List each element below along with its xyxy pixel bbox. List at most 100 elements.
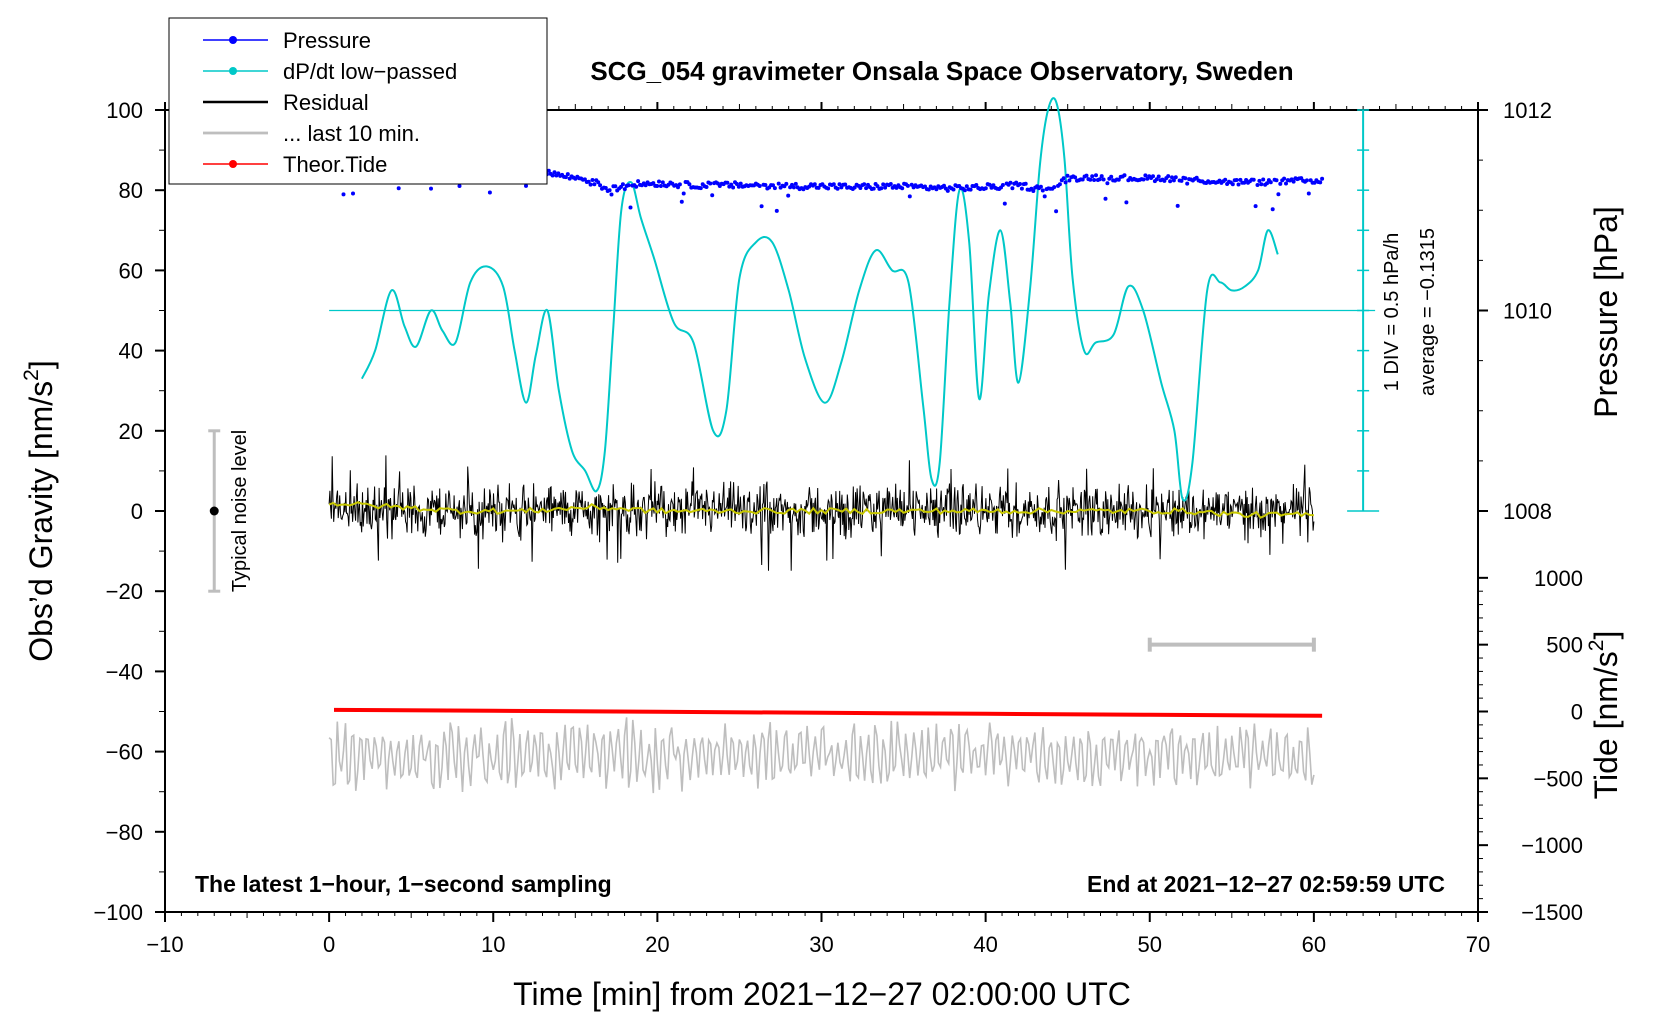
x-tick-label: 30 xyxy=(809,932,833,957)
noise-level-label: Typical noise level xyxy=(229,430,251,592)
pressure-point xyxy=(1151,174,1155,179)
pressure-point xyxy=(1038,184,1043,189)
pressure-point xyxy=(1057,182,1062,187)
pressure-point xyxy=(1156,174,1161,179)
pressure-point xyxy=(951,187,956,192)
pressure-point xyxy=(888,182,893,186)
pressure-point xyxy=(1122,173,1127,178)
pressure-point xyxy=(1061,176,1066,181)
pressure-point xyxy=(771,183,775,188)
pressure-point xyxy=(657,179,661,184)
y-tick-label: 0 xyxy=(131,499,143,524)
y-axis-title-tide-main: Tide [nm/s xyxy=(1588,651,1624,799)
pressure-point xyxy=(1065,173,1070,178)
pressure-point xyxy=(1278,181,1283,186)
pressure-point xyxy=(655,184,660,188)
pressure-point xyxy=(590,178,595,182)
pressure-point xyxy=(1257,178,1262,183)
pressure-point xyxy=(1031,189,1036,193)
pressure-point xyxy=(1259,182,1264,187)
last-10-min-line xyxy=(328,717,1315,794)
pressure-point xyxy=(708,181,713,186)
pressure-point xyxy=(607,188,612,193)
pressure-point xyxy=(862,182,867,187)
pressure-point xyxy=(934,187,939,192)
pressure-point xyxy=(793,181,798,186)
pressure-point xyxy=(550,173,555,178)
pressure-point xyxy=(900,186,905,191)
pressure-point xyxy=(871,186,876,191)
pressure-point xyxy=(983,186,988,191)
tide-tick-label: 1000 xyxy=(1534,566,1583,591)
pressure-point xyxy=(598,183,603,188)
chart-title: SCG_054 gravimeter Onsala Space Observat… xyxy=(590,56,1293,86)
axis-ticks: −10 0 10 20 30 40 50 60 70100806040200−20−40−60−… xyxy=(93,98,1583,957)
legend-label: Theor.Tide xyxy=(283,152,387,177)
y-axis-title-tide: Tide [nm/s2] xyxy=(1585,631,1624,800)
pressure-point xyxy=(1185,181,1190,186)
pressure-point xyxy=(1175,203,1180,208)
pressure-point xyxy=(1304,178,1309,183)
pressure-point xyxy=(962,188,967,193)
pressure-point xyxy=(1023,181,1028,186)
annotations-layer xyxy=(208,109,1380,652)
legend-marker xyxy=(229,67,237,75)
pressure-point xyxy=(613,184,618,189)
pressure-point xyxy=(1282,176,1287,181)
pressure-point xyxy=(487,190,492,195)
pressure-tick-label: 1008 xyxy=(1503,499,1552,524)
tide-tick-label: −1000 xyxy=(1521,833,1583,858)
y-tick-label: −80 xyxy=(106,820,143,845)
pressure-point xyxy=(1010,186,1015,191)
pressure-point xyxy=(1141,177,1146,182)
pressure-point xyxy=(826,186,831,191)
x-tick-label: −10 xyxy=(146,932,183,957)
pressure-point xyxy=(1105,181,1110,186)
pressure-point xyxy=(1179,178,1184,183)
pressure-point xyxy=(812,182,817,187)
pressure-point xyxy=(731,185,736,190)
pressure-point xyxy=(676,185,680,190)
pressure-point xyxy=(429,186,433,191)
pressure-point xyxy=(1088,177,1093,182)
pressure-point xyxy=(351,191,355,196)
pressure-point xyxy=(457,184,462,188)
pressure-point xyxy=(1253,204,1258,209)
dpdt-scale-label: 1 DIV = 0.5 hPa/h xyxy=(1381,233,1403,391)
pressure-point xyxy=(1073,175,1078,180)
pressure-point xyxy=(1080,177,1085,182)
legend-label: Residual xyxy=(283,90,369,115)
pressure-point xyxy=(945,188,950,193)
pressure-point xyxy=(907,194,912,199)
x-tick-label: 10 xyxy=(481,932,505,957)
tide-tick-label: −1500 xyxy=(1521,900,1583,925)
dpdt-curve xyxy=(360,97,1279,502)
pressure-point xyxy=(596,180,601,185)
pressure-point xyxy=(660,180,665,185)
tide-tick-label: −500 xyxy=(1533,766,1583,791)
legend-marker xyxy=(229,36,237,44)
pressure-point xyxy=(1002,201,1007,206)
pressure-point xyxy=(592,182,597,187)
legend-items: Pressure dP/dt low−passed Residual ... last… xyxy=(203,28,457,177)
pressure-point xyxy=(1124,200,1129,205)
x-tick-label: 20 xyxy=(645,932,669,957)
pressure-point xyxy=(1171,178,1176,183)
pressure-point xyxy=(1236,182,1241,187)
pressure-point xyxy=(1268,180,1273,185)
legend-label: ... last 10 min. xyxy=(283,121,420,146)
pressure-point xyxy=(1000,183,1005,187)
pressure-point xyxy=(679,199,684,204)
pressure-point xyxy=(609,192,614,197)
pressure-tick-label: 1012 xyxy=(1503,98,1552,123)
y-axis-title-gravity-main: Obs’d Gravity [nm/s xyxy=(23,381,59,662)
pressure-point xyxy=(1042,194,1047,199)
pressure-point xyxy=(774,208,779,213)
pressure-point xyxy=(881,182,886,187)
dpdt-average-label: average = −0.1315 xyxy=(1417,228,1439,396)
pressure-point xyxy=(626,183,631,188)
pressure-point xyxy=(1099,174,1104,179)
pressure-point xyxy=(736,184,741,189)
x-tick-label: 70 xyxy=(1466,932,1490,957)
pressure-point xyxy=(1154,177,1159,182)
